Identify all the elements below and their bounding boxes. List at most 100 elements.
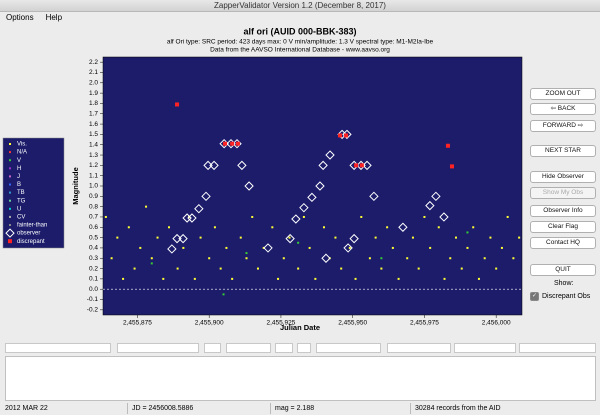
legend-label: Vis. (17, 142, 27, 148)
text-field[interactable] (226, 343, 271, 353)
y-tick-label: 1.5 (89, 131, 98, 138)
chart: alf ori (AUID 000-BBK-383) alf Ori type:… (2, 26, 523, 332)
data-point (307, 192, 317, 203)
menu-item[interactable]: Options (6, 13, 34, 22)
data-point (176, 267, 179, 270)
data-point (150, 262, 153, 265)
text-field[interactable] (387, 343, 451, 353)
data-point (506, 215, 509, 218)
text-field[interactable] (117, 343, 199, 353)
data-point (472, 226, 475, 229)
text-field[interactable] (454, 343, 516, 353)
checkbox-row[interactable]: ✓ Discrepant Obs (530, 292, 590, 301)
data-point (297, 241, 300, 244)
button[interactable]: ZOOM OUT (530, 88, 596, 100)
button[interactable]: Hide Observer (530, 171, 596, 183)
data-point (362, 160, 372, 171)
data-point (380, 257, 383, 260)
text-field[interactable] (5, 343, 111, 353)
data-point (443, 277, 446, 280)
y-tick-label: 2.0 (89, 80, 98, 87)
data-point (213, 226, 216, 229)
data-point (145, 205, 148, 208)
data-point (397, 277, 400, 280)
button[interactable]: ⇦ BACK (530, 103, 596, 115)
data-point (495, 267, 498, 270)
menu-item[interactable]: Help (45, 13, 63, 22)
y-tick-label: 1.4 (89, 141, 98, 148)
button[interactable]: Clear Flag (530, 221, 596, 233)
y-tick-label: 1.0 (89, 183, 98, 190)
data-point (133, 267, 136, 270)
data-point (369, 191, 379, 202)
data-point (182, 246, 185, 249)
legend-marker (9, 207, 11, 210)
data-point (518, 236, 521, 239)
x-tick-label: 2,455,875 (123, 320, 152, 327)
legend-label: discrepant (17, 239, 45, 245)
status-records: 30284 records from the AID (410, 403, 501, 414)
chart-subtitle: alf Ori type: SRC period: 423 days max: … (167, 39, 434, 46)
data-point (342, 129, 352, 140)
data-point (162, 277, 165, 280)
data-point (187, 213, 197, 223)
data-point (354, 277, 357, 280)
data-point (423, 215, 426, 218)
data-point (449, 257, 452, 260)
data-point (360, 215, 363, 218)
text-area[interactable] (5, 356, 596, 401)
legend-marker (9, 199, 11, 202)
status-date: 2012 MAR 22 (5, 405, 48, 412)
button[interactable]: Contact HQ (530, 237, 596, 249)
legend-label: J (17, 174, 20, 180)
data-point (368, 257, 371, 260)
plot-area (102, 56, 523, 316)
data-point (209, 160, 219, 171)
data-point (449, 164, 454, 169)
data-point (219, 267, 222, 270)
status-jd: JD = 2456008.5886 (127, 403, 193, 414)
button[interactable]: NEXT STAR (530, 145, 596, 157)
legend-marker (9, 167, 11, 170)
data-point (349, 233, 359, 244)
data-point (156, 236, 159, 239)
data-point (386, 226, 389, 229)
button[interactable]: Observer Info (530, 205, 596, 217)
y-tick-label: 1.9 (89, 90, 98, 97)
legend-label: CV (17, 214, 25, 220)
text-field[interactable] (297, 343, 311, 353)
data-point (282, 257, 285, 260)
data-point (302, 215, 305, 218)
data-point (122, 277, 125, 280)
legend-box (2, 137, 65, 249)
checkbox[interactable]: ✓ (530, 292, 539, 301)
data-point (116, 236, 119, 239)
legend-marker (9, 215, 11, 218)
data-point (110, 257, 113, 260)
menu-bar: Options Help (0, 12, 600, 24)
data-point (277, 277, 280, 280)
data-point (411, 236, 414, 239)
text-field[interactable] (519, 343, 596, 353)
y-tick-label: 1.1 (89, 172, 98, 179)
data-point (439, 212, 449, 222)
button[interactable]: QUIT (530, 264, 596, 276)
data-point (263, 243, 273, 253)
data-point (417, 267, 420, 270)
x-tick-label: 2,455,925 (266, 320, 295, 327)
data-point (178, 233, 188, 244)
text-field[interactable] (204, 343, 221, 353)
button[interactable]: FORWARD ⇨ (530, 120, 596, 132)
data-point (225, 246, 228, 249)
text-field[interactable] (316, 343, 381, 353)
legend-label: TG (17, 198, 26, 204)
x-axis-label: Julian Date (280, 323, 320, 332)
text-field[interactable] (275, 343, 293, 353)
data-point (237, 160, 247, 171)
legend-marker (9, 191, 11, 194)
x-tick-label: 2,455,975 (410, 320, 439, 327)
y-tick-label: 0.0 (89, 286, 98, 293)
y-tick-label: 0.2 (89, 265, 98, 272)
data-point (222, 141, 227, 146)
